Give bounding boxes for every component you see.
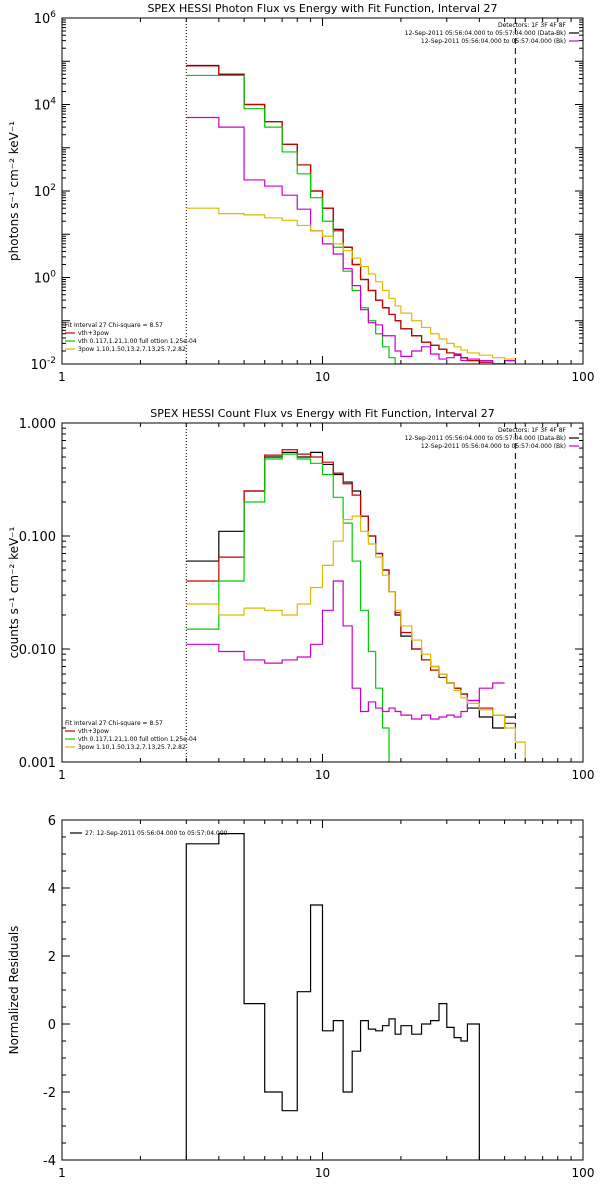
legend-top-right-entry: 12-Sep-2011 05:56:04.000 to 05:57:04.000… <box>405 435 566 442</box>
x-tick-label: 1 <box>58 1166 66 1180</box>
y-axis-label: counts s⁻¹ cm⁻² keV⁻¹ <box>7 526 21 658</box>
chart-panel-2 <box>61 422 584 763</box>
y-tick-exponent: -2 <box>47 356 56 366</box>
x-tick-label: 1 <box>58 768 66 782</box>
y-tick-exponent: 0 <box>50 270 56 280</box>
series-line-3pow <box>186 515 535 762</box>
series-line-vth-3pow <box>186 65 516 364</box>
y-tick-label: 6 <box>48 814 56 829</box>
x-tick-label: 100 <box>572 370 595 384</box>
series-line-3pow <box>186 207 516 360</box>
legend-fit-entry: vth 0.117,1.21,1.00 full ottion 1.25e-04 <box>78 338 197 345</box>
y-tick-exponent: 6 <box>50 10 56 20</box>
legend-fit-entry: vth+3pow <box>78 330 109 337</box>
y-tick-label: 106 <box>34 10 57 27</box>
legend-interval-entry: 27: 12-Sep-2011 05:56:04.000 to 05:57:04… <box>85 830 228 837</box>
series-line-vth <box>186 453 396 762</box>
y-tick-label: 100 <box>34 270 57 287</box>
y-tick-label: 10-2 <box>30 356 56 373</box>
x-tick-label: 100 <box>572 1166 595 1180</box>
series-line-total <box>186 64 516 364</box>
x-tick-label: 1 <box>58 370 66 384</box>
legend-fit-header: Fit Interval 27 Chi-square = 8.57 <box>65 720 163 727</box>
chart-panel-1 <box>61 17 584 365</box>
y-tick-label: 104 <box>34 97 57 114</box>
legend-fit-entry: 3pow 1.10,1.50,13.2,7.13,25.7,2.82 <box>78 744 186 751</box>
y-axis-label: Normalized Residuals <box>7 926 21 1055</box>
x-tick-label: 10 <box>315 370 330 384</box>
series-line-total <box>186 451 516 729</box>
series-line-total <box>185 833 480 1160</box>
y-tick-exponent: 2 <box>50 183 56 193</box>
series-line-3pow <box>186 580 505 720</box>
legend-top-right-entry: 12-Sep-2011 05:56:04.000 to 05:57:04.000… <box>405 30 566 37</box>
legend-fit-header: Fit Interval 27 Chi-square = 8.57 <box>65 322 163 329</box>
y-axis-label: photons s⁻¹ cm⁻² keV⁻¹ <box>7 121 21 261</box>
y-tick-label: 0.010 <box>19 643 56 658</box>
x-tick-label: 10 <box>315 768 330 782</box>
chart-title: SPEX HESSI Photon Flux vs Energy with Fi… <box>147 2 497 15</box>
y-tick-base: 10 <box>34 12 51 27</box>
y-tick-base: 10 <box>30 358 47 373</box>
y-tick-label: -2 <box>43 1086 56 1101</box>
series-line-vth-3pow <box>186 449 516 724</box>
series-line-3pow <box>186 116 516 364</box>
y-tick-label: -4 <box>43 1154 56 1169</box>
chart-title: SPEX HESSI Count Flux vs Energy with Fit… <box>150 407 494 420</box>
legend-top-right-entry: 12-Sep-2011 05:56:04.000 to 05:57:04.000… <box>421 38 566 45</box>
y-tick-label: 4 <box>48 882 56 897</box>
y-tick-label: 0.100 <box>19 530 56 545</box>
y-tick-exponent: 4 <box>50 97 56 107</box>
legend-fit-entry: vth+3pow <box>78 728 109 735</box>
data-series-group <box>186 64 516 364</box>
data-series-group <box>186 449 535 762</box>
y-tick-base: 10 <box>34 99 51 114</box>
chart-panel-3 <box>61 819 584 1161</box>
y-tick-label: 0.001 <box>19 756 56 771</box>
legend-top-right-entry: 12-Sep-2011 05:56:04.000 to 05:57:04.000… <box>421 443 566 450</box>
y-tick-base: 10 <box>34 185 51 200</box>
series-line-vth <box>186 74 431 364</box>
y-tick-label: 102 <box>34 183 56 200</box>
legend-fit-entry: vth 0.117,1.21,1.00 full ottion 1.25e-04 <box>78 736 197 743</box>
x-tick-label: 100 <box>572 768 595 782</box>
y-tick-label: 0 <box>48 1018 56 1033</box>
y-tick-base: 10 <box>34 272 51 287</box>
y-tick-label: 2 <box>48 950 56 965</box>
legend-fit-entry: 3pow 1.10,1.50,13.2,7.13,25.7,2.82 <box>78 346 186 353</box>
legend-top-right-entry: Detectors: 1F 3F 4F 8F <box>498 22 567 29</box>
x-tick-label: 10 <box>315 1166 330 1180</box>
data-series-group <box>185 833 480 1160</box>
y-tick-label: 1.000 <box>19 417 56 432</box>
legend-top-right-entry: Detectors: 1F 3F 4F 8F <box>498 427 567 434</box>
